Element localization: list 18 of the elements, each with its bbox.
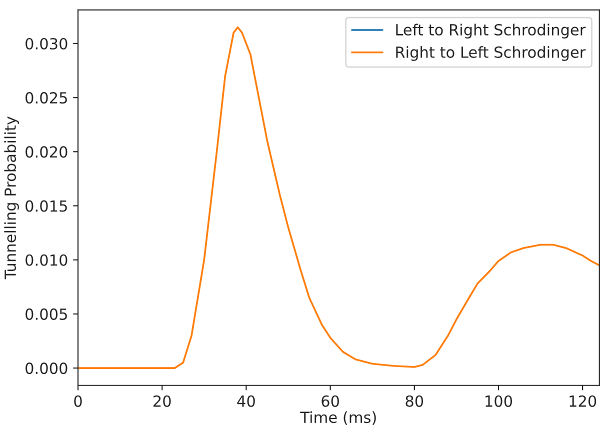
x-tick-label: 40 xyxy=(237,395,255,407)
y-tick-label: 0.025 xyxy=(26,92,67,104)
x-tick-label: 120 xyxy=(570,395,596,407)
x-tick-label: 20 xyxy=(153,395,171,407)
y-tick-label: 0.030 xyxy=(26,38,68,50)
x-tick-label: 100 xyxy=(486,395,512,407)
x-tick-label: 80 xyxy=(406,395,424,407)
y-tick-label: 0.010 xyxy=(26,254,68,266)
x-tick-label: 60 xyxy=(322,395,339,407)
y-tick-label: 0.005 xyxy=(26,308,67,320)
y-tick-label: 0.015 xyxy=(26,200,67,212)
x-tick-label: 0 xyxy=(74,395,82,407)
x-axis-title: Time (ms) xyxy=(300,411,376,425)
legend-label: Left to Right Schrodinger xyxy=(396,24,586,38)
y-axis-title: Tunnelling Probability xyxy=(4,116,19,280)
y-tick-label: 0.020 xyxy=(26,146,68,158)
legend-label: Right to Left Schrodinger xyxy=(396,46,586,61)
y-tick-label: 0.000 xyxy=(26,362,68,374)
